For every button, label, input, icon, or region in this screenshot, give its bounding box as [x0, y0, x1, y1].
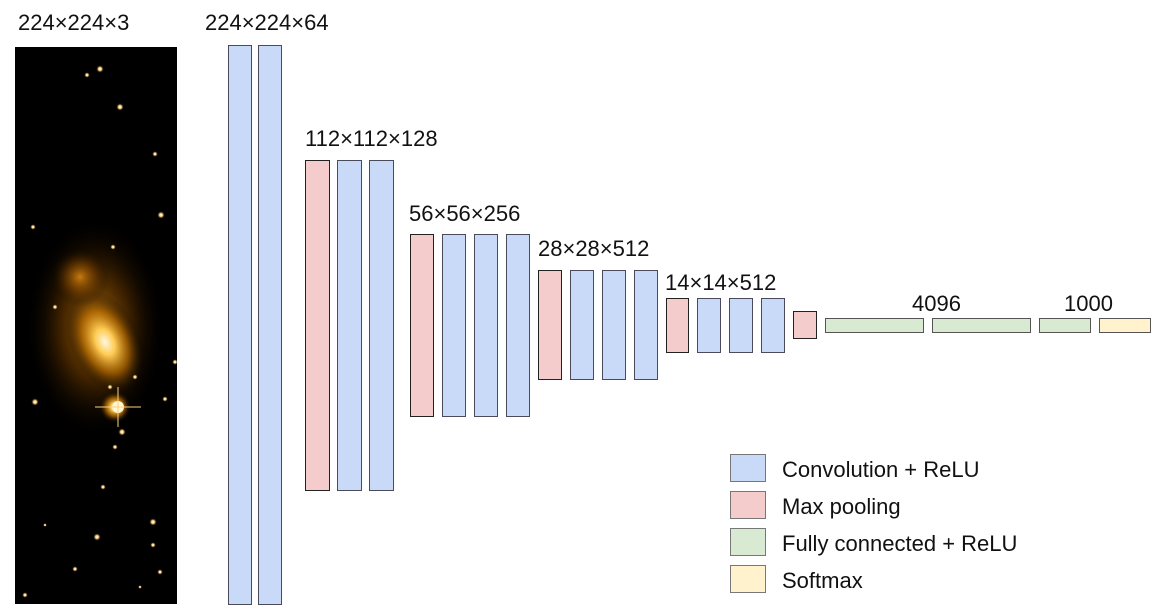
fc3-block	[1039, 318, 1091, 333]
legend-swatch-softmax	[730, 565, 766, 593]
legend-label-fc: Fully connected + ReLU	[782, 531, 1018, 556]
legend-swatch-pool	[730, 491, 766, 519]
conv1-1-block	[228, 45, 252, 605]
stage4-dim-label: 28×28×512	[538, 236, 650, 261]
conv5-2-block	[729, 298, 753, 353]
legend-label-conv: Convolution + ReLU	[782, 457, 980, 482]
conv3-3-block	[506, 234, 530, 417]
conv2-2-block	[369, 160, 394, 491]
fc1-block	[825, 318, 924, 333]
galaxy-image	[15, 47, 177, 604]
conv3-1-block	[442, 234, 466, 417]
conv2-1-block	[337, 160, 362, 491]
input-dim-label: 224×224×3	[18, 10, 130, 35]
stage2-dim-label: 112×112×128	[305, 126, 438, 151]
pool1-block	[305, 160, 330, 491]
conv4-1-block	[570, 270, 594, 380]
softmax-block	[1099, 318, 1151, 333]
legend-label-pool: Max pooling	[782, 494, 901, 519]
conv4-3-block	[634, 270, 658, 380]
fc-dim-label: 4096	[912, 291, 961, 316]
pool2-block	[410, 234, 434, 417]
legend-swatch-fc	[730, 528, 766, 556]
pool5-block	[793, 311, 817, 339]
conv5-1-block	[697, 298, 721, 353]
stage3-dim-label: 56×56×256	[409, 201, 521, 226]
output-dim-label: 1000	[1064, 291, 1113, 316]
conv3-2-block	[474, 234, 498, 417]
fc2-block	[932, 318, 1031, 333]
stage1-dim-label: 224×224×64	[205, 10, 329, 35]
legend-label-softmax: Softmax	[782, 568, 863, 593]
pool4-block	[666, 298, 689, 353]
legend-swatch-conv	[730, 454, 766, 482]
conv4-2-block	[602, 270, 626, 380]
stage5-dim-label: 14×14×512	[665, 270, 777, 295]
conv1-2-block	[258, 45, 282, 605]
conv5-3-block	[761, 298, 785, 353]
pool3-block	[538, 270, 562, 380]
